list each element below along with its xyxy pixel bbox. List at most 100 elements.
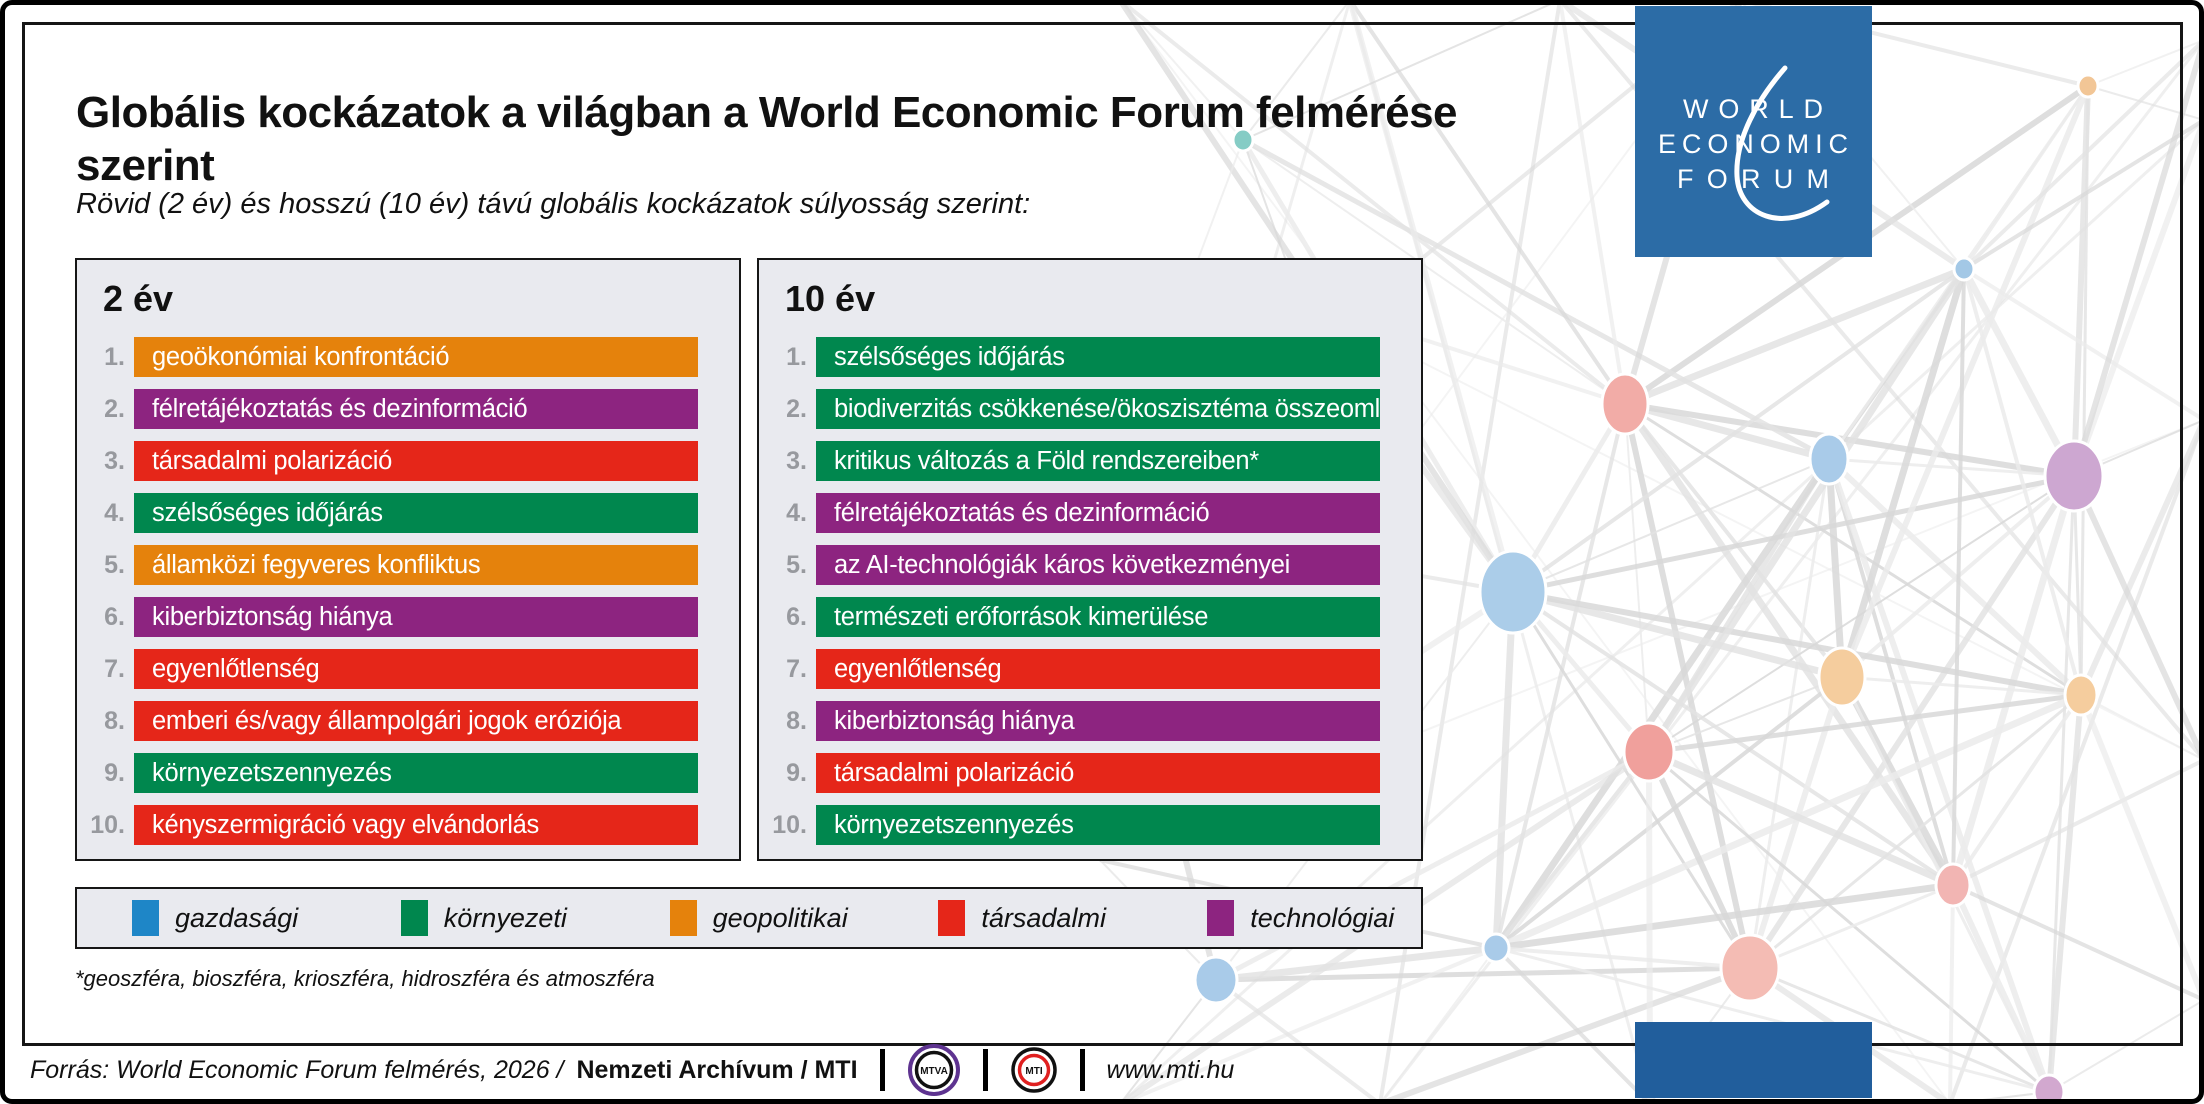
risk-panel-10ev: 10 év 1. szélsőséges időjárás 2. biodiverzit… (757, 258, 1423, 861)
rank-label: 4. (104, 498, 125, 527)
legend-label: társadalmi (981, 902, 1106, 933)
legend-label: környezeti (443, 902, 567, 933)
risk-row: 2. biodiverzitás csökkenése/ökoszisztéma … (759, 389, 1380, 429)
rank-label: 2. (786, 394, 807, 423)
risk-bar: természeti erőforrások kimerülése (816, 597, 1380, 637)
rank-label: 7. (104, 654, 125, 683)
risk-bar: egyenlőtlenség (816, 649, 1380, 689)
legend-swatch (132, 900, 159, 936)
page-subtitle: Rövid (2 év) és hosszú (10 év) távú glob… (76, 188, 1031, 220)
wef-logo-line2: ECONOMIC (1658, 129, 1848, 159)
risk-bar: kritikus változás a Föld rendszereiben* (816, 441, 1380, 481)
rank-label: 7. (786, 654, 807, 683)
risk-rows: 1. geoökonómiai konfrontáció 2. félretájéko… (77, 337, 739, 845)
world-economic-forum-logo-icon: WORLD ECONOMIC FORUM (1658, 65, 1848, 221)
risk-bar: kiberbiztonság hiánya (134, 597, 698, 637)
risk-row: 10. környezetszennyezés (759, 805, 1380, 845)
risk-row: 8. kiberbiztonság hiánya (759, 701, 1380, 741)
risk-row: 4. félretájékoztatás és dezinformáció (759, 493, 1380, 533)
risk-bar: szélsőséges időjárás (816, 337, 1380, 377)
mti-logo-icon: MTI (1010, 1047, 1057, 1093)
source-text: Forrás: World Economic Forum felmérés, 2… (30, 1056, 858, 1085)
risk-bar: az AI-technológiák káros következményei (816, 545, 1380, 585)
risk-panel-2ev: 2 év 1. geoökonómiai konfrontáció 2. félretá… (75, 258, 741, 861)
risk-bar: államközi fegyveres konfliktus (134, 545, 698, 585)
risk-row: 10. kényszermigráció vagy elvándorlás (77, 805, 698, 845)
source-prefix: Forrás: World Economic Forum felmérés, 2… (30, 1055, 564, 1084)
legend-item: gazdasági (77, 900, 346, 936)
rank-label: 10. (772, 810, 807, 839)
rank-label: 1. (786, 342, 807, 371)
rank-label: 3. (104, 446, 125, 475)
footer-separator (1079, 1049, 1085, 1091)
source-bold: Nemzeti Archívum / MTI (576, 1055, 858, 1084)
website-url: www.mti.hu (1106, 1055, 1235, 1084)
risk-row: 7. egyenlőtlenség (77, 649, 698, 689)
rank-label: 8. (786, 706, 807, 735)
risk-row: 9. környezetszennyezés (77, 753, 698, 793)
footnote: *geoszféra, bioszféra, krioszféra, hidro… (75, 966, 655, 991)
risk-bar: szélsőséges időjárás (134, 493, 698, 533)
risk-row: 2. félretájékoztatás és dezinformáció (77, 389, 698, 429)
rank-label: 6. (104, 602, 125, 631)
legend-swatch (400, 900, 428, 936)
risk-row: 3. kritikus változás a Föld rendszereiben… (759, 441, 1380, 481)
rank-label: 2. (104, 394, 125, 423)
risk-row: 9. társadalmi polarizáció (759, 753, 1380, 793)
risk-bar: társadalmi polarizáció (816, 753, 1380, 793)
rank-label: 5. (786, 550, 807, 579)
mti-logo-label: MTI (1025, 1066, 1042, 1077)
wef-bottom-ribbon (1635, 1022, 1872, 1098)
risk-row: 5. az AI-technológiák káros következménye… (759, 545, 1380, 585)
risk-bar: geoökonómiai konfrontáció (134, 337, 698, 377)
risk-row: 1. geoökonómiai konfrontáció (77, 337, 698, 377)
mtva-logo-label: MTVA (920, 1066, 948, 1077)
mtva-logo-icon: MTVA (907, 1044, 960, 1096)
legend-swatch (1207, 900, 1235, 936)
legend-label: gazdasági (175, 902, 299, 933)
risk-row: 6. természeti erőforrások kimerülése (759, 597, 1380, 637)
rank-label: 3. (786, 446, 807, 475)
legend-item: társadalmi (883, 900, 1152, 936)
wef-banner: WORLD ECONOMIC FORUM (1635, 6, 1872, 257)
rank-label: 4. (786, 498, 807, 527)
category-legend: gazdasági környezeti geopolitikai társadalm… (75, 887, 1423, 949)
risk-row: 7. egyenlőtlenség (759, 649, 1380, 689)
rank-label: 6. (786, 602, 807, 631)
risk-bar: félretájékoztatás és dezinformáció (134, 389, 698, 429)
risk-bar: félretájékoztatás és dezinformáció (816, 493, 1380, 533)
risk-bar: társadalmi polarizáció (134, 441, 698, 481)
wef-swoosh-icon (1734, 65, 1830, 221)
legend-swatch (938, 900, 966, 936)
page-title: Globális kockázatok a világban a World E… (76, 88, 1458, 191)
risk-bar: környezetszennyezés (816, 805, 1380, 845)
risk-bar: környezetszennyezés (134, 753, 698, 793)
risk-bar: egyenlőtlenség (134, 649, 698, 689)
rank-label: 9. (104, 758, 125, 787)
legend-item: környezeti (346, 900, 615, 936)
legend-label: technológiai (1250, 902, 1395, 933)
legend-item: technológiai (1152, 900, 1421, 936)
legend-swatch (669, 900, 697, 936)
rank-label: 10. (90, 810, 125, 839)
panel-title: 10 év (785, 278, 876, 319)
risk-bar: kényszermigráció vagy elvándorlás (134, 805, 698, 845)
wef-logo-line3: FORUM (1677, 164, 1829, 194)
footer-separator (879, 1049, 885, 1091)
footer: Forrás: World Economic Forum felmérés, 2… (30, 1044, 1235, 1096)
legend-label: geopolitikai (712, 902, 848, 933)
risk-row: 6. kiberbiztonság hiánya (77, 597, 698, 637)
risk-row: 3. társadalmi polarizáció (77, 441, 698, 481)
panel-title: 2 év (103, 278, 174, 319)
risk-rows: 1. szélsőséges időjárás 2. biodiverzitás cs… (759, 337, 1421, 845)
footer-separator (982, 1049, 988, 1091)
risk-row: 1. szélsőséges időjárás (759, 337, 1380, 377)
rank-label: 8. (104, 706, 125, 735)
wef-logo-line1: WORLD (1683, 94, 1823, 124)
legend-item: geopolitikai (615, 900, 884, 936)
rank-label: 9. (786, 758, 807, 787)
risk-row: 8. emberi és/vagy állampolgári jogok eróz… (77, 701, 698, 741)
risk-bar: kiberbiztonság hiánya (816, 701, 1380, 741)
rank-label: 5. (104, 550, 125, 579)
